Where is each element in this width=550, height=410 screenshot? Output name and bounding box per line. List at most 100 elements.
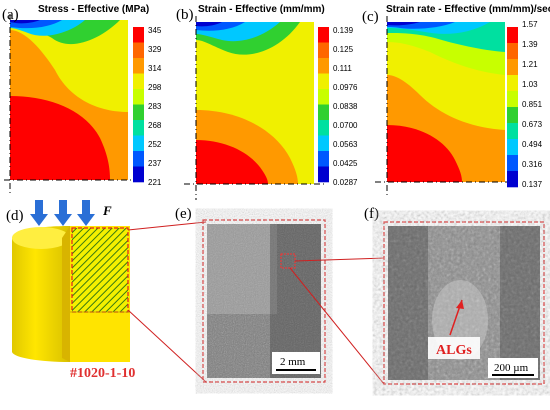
colorbar-segment [133, 89, 144, 105]
tick-b-0: 0.139 [333, 26, 354, 35]
tick-c-1: 1.39 [522, 40, 538, 49]
panel-label-b: (b) [176, 7, 194, 23]
panel-e: (e) 2 mm [175, 206, 326, 383]
arrow-down-icon [54, 200, 72, 226]
colorbar-ticks-a: 345 329 314 298 283 268 252 237 221 [148, 26, 162, 187]
tick-c-8: 0.137 [522, 180, 543, 189]
tick-b-2: 0.111 [333, 64, 352, 73]
tick-c-0: 1.57 [522, 20, 538, 29]
colorbar-segment [318, 73, 329, 90]
arrow-down-icon [77, 200, 95, 226]
panel-title-a: Stress - Effective (MPa) [38, 4, 149, 15]
tick-b-3: 0.0976 [333, 83, 358, 92]
tick-c-6: 0.494 [522, 140, 543, 149]
colorbar-segment [318, 58, 329, 74]
tick-c-3: 1.03 [522, 80, 538, 89]
colorbar-segment [318, 166, 329, 183]
colorbar-segment [507, 75, 518, 92]
panel-label-a: (a) [2, 7, 19, 23]
colorbar-segment [318, 151, 329, 167]
panel-d: (d) F #1020-1-10 [6, 200, 135, 381]
tick-a-8: 221 [148, 178, 162, 187]
frame-f [383, 221, 545, 385]
panel-label-f: (f) [364, 206, 379, 222]
colorbar-segment [318, 42, 329, 59]
panel-b: (b) Strain - Effective (mm/mm) 0.139 0.1… [176, 4, 358, 200]
tick-b-7: 0.0425 [333, 159, 358, 168]
tick-b-8: 0.0287 [333, 178, 358, 187]
panel-label-c: (c) [362, 9, 379, 25]
connector-line [127, 309, 207, 383]
tick-a-5: 268 [148, 121, 162, 130]
colorbar-segment [318, 120, 329, 136]
connector-line [294, 257, 385, 262]
colorbar-segment [507, 107, 518, 124]
sample-id: #1020-1-10 [70, 366, 135, 381]
panel-f: (f) ALGs 200 µm [364, 206, 545, 385]
contour-plot-b [184, 16, 326, 200]
colorbar-segment [133, 27, 144, 43]
label-bg-algs [428, 337, 480, 359]
alg-label: ALGs [436, 343, 472, 358]
colorbar-segment [318, 135, 329, 152]
connector-line [127, 221, 207, 231]
colorbar-segment [133, 42, 144, 59]
colorbar-segment [133, 135, 144, 152]
colorbar-segment [133, 104, 144, 121]
panel-label-e: (e) [175, 206, 192, 222]
panel-c: (c) Strain rate - Effective (mm/mm)/sec)… [362, 4, 550, 198]
panel-a: (a) Stress - Effective (MPa) 345 329 314… [2, 4, 162, 196]
tick-b-5: 0.0700 [333, 121, 358, 130]
panel-label-d: (d) [6, 208, 24, 224]
tick-c-5: 0.673 [522, 120, 543, 129]
colorbar-ticks-b: 0.139 0.125 0.111 0.0976 0.0838 0.0700 0… [333, 26, 358, 187]
panel-title-c: Strain rate - Effective (mm/mm)/sec) [386, 4, 550, 15]
scale-label-f: 200 µm [494, 362, 529, 374]
colorbar-segment [507, 91, 518, 108]
connector-line [289, 267, 385, 385]
tick-a-4: 283 [148, 102, 162, 111]
colorbar-segment [133, 151, 144, 167]
colorbar-segment [133, 166, 144, 183]
colorbar-c [507, 27, 518, 188]
arrow-up-icon [456, 300, 464, 309]
colorbar-segment [133, 58, 144, 74]
colorbar-segment [507, 27, 518, 44]
tick-a-3: 298 [148, 83, 162, 92]
tick-c-2: 1.21 [522, 60, 538, 69]
colorbar-segment [507, 123, 518, 140]
tick-a-2: 314 [148, 64, 162, 73]
colorbar-segment [318, 27, 329, 43]
tick-a-6: 252 [148, 140, 162, 149]
colorbar-segment [318, 89, 329, 105]
tick-c-7: 0.316 [522, 160, 543, 169]
cylinder-model [12, 226, 130, 362]
contour-plot-a [4, 14, 140, 196]
colorbar-a [133, 27, 144, 183]
panel-title-b: Strain - Effective (mm/mm) [198, 4, 325, 15]
scale-bar-bg-e [272, 352, 320, 374]
colorbar-segment [133, 73, 144, 90]
tick-c-4: 0.851 [522, 100, 543, 109]
colorbar-segment [507, 59, 518, 76]
tick-a-0: 345 [148, 26, 162, 35]
colorbar-segment [507, 43, 518, 60]
scale-label-e: 2 mm [280, 356, 306, 368]
tick-b-6: 0.0563 [333, 140, 358, 149]
scale-bar-bg-f [488, 358, 538, 378]
arrow-down-icon [30, 200, 48, 226]
colorbar-segment [507, 155, 518, 172]
colorbar-segment [133, 120, 144, 136]
force-label: F [102, 203, 112, 218]
contour-plot-c [375, 16, 518, 198]
force-arrows [30, 200, 95, 226]
colorbar-segment [507, 139, 518, 156]
colorbar-b [318, 27, 329, 183]
tick-b-1: 0.125 [333, 45, 354, 54]
tick-a-1: 329 [148, 45, 162, 54]
micrograph-f [388, 226, 540, 380]
colorbar-segment [318, 104, 329, 121]
tick-b-4: 0.0838 [333, 102, 358, 111]
tick-a-7: 237 [148, 159, 162, 168]
